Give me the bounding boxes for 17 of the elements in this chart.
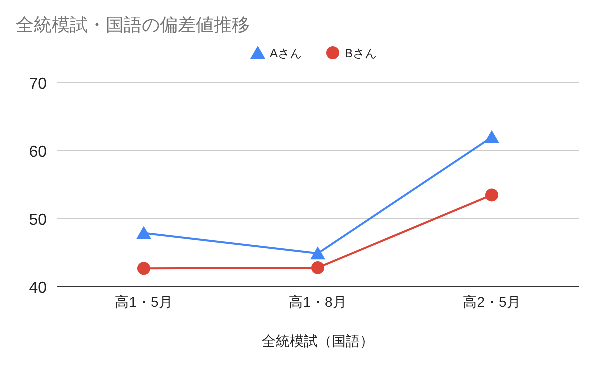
ytick: 70 <box>29 76 47 93</box>
legend-label: Bさん <box>345 46 378 60</box>
ytick: 60 <box>29 144 47 161</box>
point <box>136 226 152 240</box>
point <box>138 262 150 276</box>
ytick: 50 <box>29 212 47 229</box>
point <box>484 130 500 144</box>
legend-label: Aさん <box>270 46 302 60</box>
xtick: 高1・8月 <box>289 294 347 310</box>
point <box>310 246 326 260</box>
xtick: 高2・5月 <box>463 294 521 310</box>
xlabel: 全統模試（国語） <box>262 333 374 349</box>
point <box>486 188 498 202</box>
ytick: 40 <box>29 280 47 297</box>
point <box>312 261 324 274</box>
xtick: 高1・5月 <box>115 294 173 310</box>
title: 全統模試・国語の偏差値推移 <box>16 15 250 35</box>
